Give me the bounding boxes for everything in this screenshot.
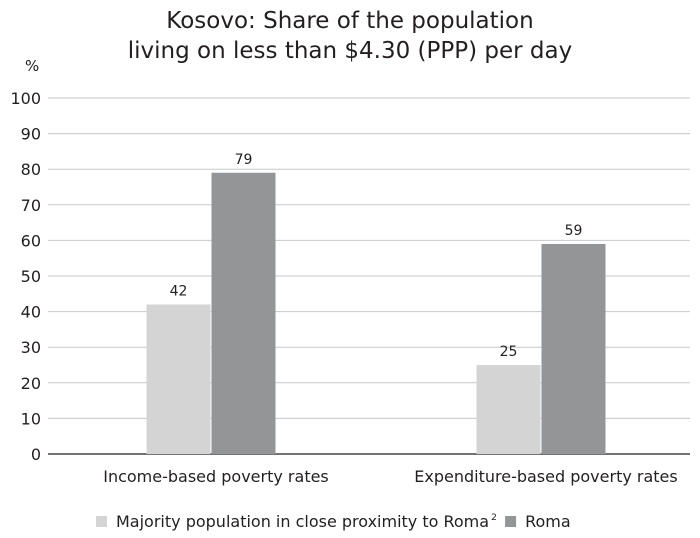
y-tick-label: 50	[21, 267, 41, 286]
data-labels: 42 79 25 59	[170, 152, 583, 360]
bar-roma-income	[211, 172, 276, 454]
legend-footnote-marker: 2	[491, 513, 497, 523]
y-tick-label: 30	[21, 338, 41, 357]
y-tick-label: 100	[10, 89, 41, 108]
legend: Majority population in close proximity t…	[96, 512, 571, 531]
legend-swatch-roma	[505, 516, 517, 527]
legend-swatch-majority	[96, 516, 107, 527]
category-labels: Income-based poverty rates Expenditure-ba…	[103, 467, 678, 486]
chart-title-line-1: Kosovo: Share of the population	[166, 8, 533, 34]
chart-title-line-2: living on less than $4.30 (PPP) per day	[128, 38, 572, 64]
bar-majority-expenditure	[476, 365, 541, 454]
bar-majority-income	[146, 304, 211, 454]
y-tick-label: 40	[21, 303, 41, 322]
legend-label-roma: Roma	[525, 512, 571, 531]
bar-roma-expenditure	[541, 243, 606, 454]
y-tick-label: 10	[21, 409, 41, 428]
category-label: Income-based poverty rates	[103, 467, 329, 486]
bars	[146, 172, 606, 454]
y-axis-unit-label: %	[25, 57, 39, 75]
y-tick-label: 60	[21, 231, 41, 250]
category-label: Expenditure-based poverty rates	[414, 467, 677, 486]
legend-label-majority: Majority population in close proximity t…	[116, 512, 489, 531]
y-tick-label: 70	[21, 196, 41, 215]
y-tick-label: 0	[31, 445, 41, 464]
y-axis-ticks: 0 10 20 30 40 50 60 70 80 90 100	[10, 89, 41, 464]
data-label: 59	[565, 223, 583, 239]
y-tick-label: 20	[21, 374, 41, 393]
y-tick-label: 80	[21, 160, 41, 179]
data-label: 42	[170, 283, 188, 299]
data-label: 25	[500, 344, 518, 360]
data-label: 79	[235, 152, 253, 168]
y-tick-label: 90	[21, 125, 41, 144]
